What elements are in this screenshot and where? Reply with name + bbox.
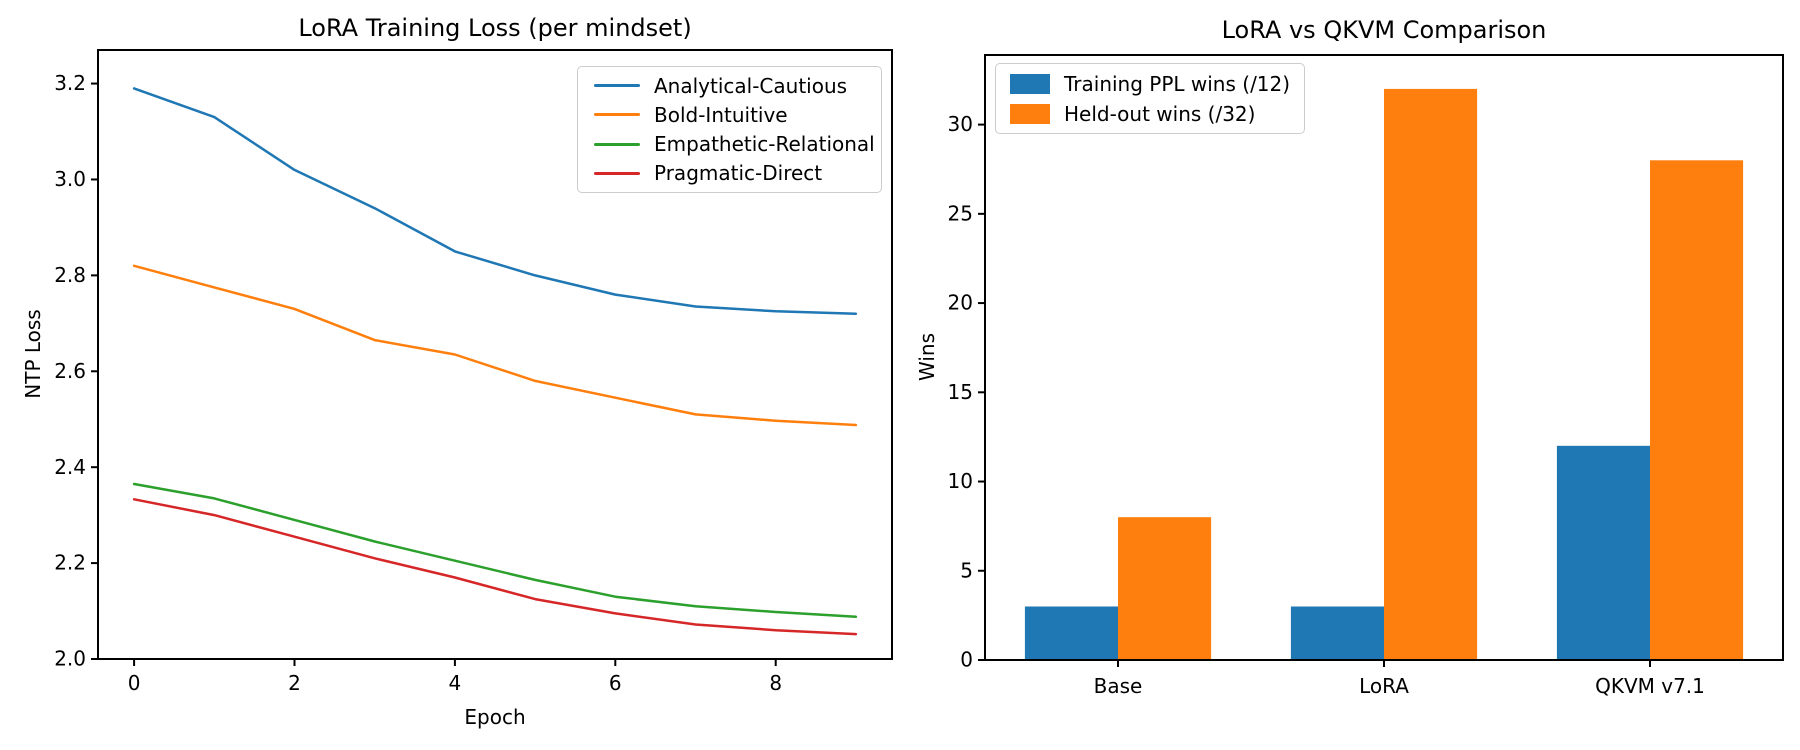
loss-chart-xlabel: Epoch bbox=[464, 705, 526, 729]
loss-y-tick-label: 2.8 bbox=[54, 263, 86, 287]
legend-line-swatch-2 bbox=[594, 142, 640, 146]
bar-base-1 bbox=[1118, 517, 1212, 660]
loss-y-tick-label: 3.0 bbox=[54, 167, 86, 191]
legend-line-swatch-3 bbox=[594, 171, 640, 175]
comparison-chart-legend: Training PPL wins (/12) Held-out wins (/3… bbox=[995, 63, 1305, 134]
category-tick-label: Base bbox=[1094, 674, 1143, 698]
loss-chart-title: LoRA Training Loss (per mindset) bbox=[298, 14, 692, 42]
loss-axes-frame bbox=[97, 49, 893, 660]
loss-line-empathetic-relational bbox=[132, 482, 858, 619]
legend-color-swatch-1 bbox=[1010, 103, 1050, 124]
legend-entry: Bold-Intuitive bbox=[588, 100, 871, 129]
bar-lora-0 bbox=[1290, 606, 1384, 660]
wins-y-tick-label: 25 bbox=[948, 201, 973, 225]
legend-entry: Analytical-Cautious bbox=[588, 71, 871, 100]
loss-y-tick-label: 2.0 bbox=[54, 647, 86, 671]
epoch-tick-label: 0 bbox=[128, 671, 141, 695]
legend-label: Bold-Intuitive bbox=[654, 102, 788, 127]
legend-label: Pragmatic-Direct bbox=[654, 161, 823, 186]
loss-y-tick-label: 3.2 bbox=[54, 71, 86, 95]
epoch-tick-label: 4 bbox=[449, 671, 462, 695]
legend-line-swatch-0 bbox=[594, 84, 640, 88]
legend-color-swatch-0 bbox=[1010, 73, 1050, 94]
wins-y-tick-label: 20 bbox=[948, 291, 973, 315]
loss-line-analytical-cautious bbox=[132, 87, 858, 315]
bar-lora-1 bbox=[1384, 88, 1478, 660]
legend-entry: Training PPL wins (/12) bbox=[1006, 69, 1294, 99]
loss-line-bold-intuitive bbox=[132, 264, 858, 427]
comparison-axes-frame bbox=[984, 54, 1784, 661]
loss-y-tick-label: 2.6 bbox=[54, 359, 86, 383]
wins-y-tick-label: 30 bbox=[948, 112, 973, 136]
loss-chart-ylabel: NTP Loss bbox=[21, 309, 45, 399]
legend-label: Analytical-Cautious bbox=[654, 73, 848, 98]
loss-y-tick-label: 2.4 bbox=[54, 455, 86, 479]
legend-label: Empathetic-Relational bbox=[654, 132, 875, 157]
legend-entry: Empathetic-Relational bbox=[588, 130, 875, 159]
wins-y-tick-label: 15 bbox=[948, 380, 973, 404]
category-tick-label: LoRA bbox=[1359, 674, 1409, 698]
bar-qkvm-v7.1-1 bbox=[1650, 160, 1744, 661]
legend-label: Training PPL wins (/12) bbox=[1064, 71, 1291, 96]
comparison-chart-ylabel: Wins bbox=[915, 333, 939, 381]
wins-y-tick-label: 10 bbox=[948, 469, 973, 493]
bar-qkvm-v7.1-0 bbox=[1556, 445, 1650, 660]
epoch-tick-label: 8 bbox=[769, 671, 782, 695]
epoch-tick-label: 2 bbox=[288, 671, 301, 695]
legend-label: Held-out wins (/32) bbox=[1064, 101, 1256, 126]
loss-line-pragmatic-direct bbox=[132, 498, 858, 636]
legend-entry: Pragmatic-Direct bbox=[588, 159, 871, 188]
loss-y-tick-label: 2.2 bbox=[54, 551, 86, 575]
category-tick-label: QKVM v7.1 bbox=[1595, 674, 1705, 698]
loss-chart-legend: Analytical-Cautious Bold-Intuitive Empathe… bbox=[577, 66, 882, 193]
epoch-tick-label: 6 bbox=[609, 671, 622, 695]
bar-base-0 bbox=[1024, 606, 1118, 660]
comparison-chart-title: LoRA vs QKVM Comparison bbox=[1221, 16, 1547, 44]
wins-y-tick-label: 5 bbox=[960, 558, 973, 582]
wins-y-tick-label: 0 bbox=[960, 648, 973, 672]
legend-line-swatch-1 bbox=[594, 113, 640, 117]
legend-entry: Held-out wins (/32) bbox=[1006, 99, 1294, 129]
